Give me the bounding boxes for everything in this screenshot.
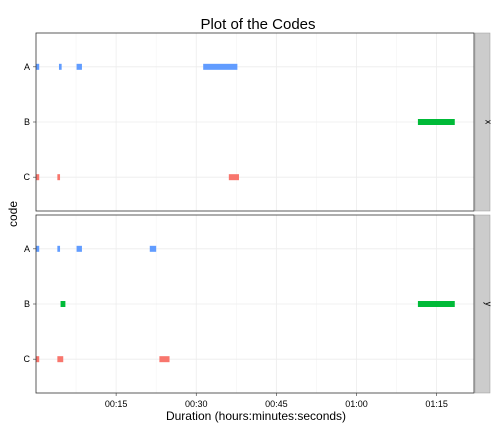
panel-strip xyxy=(474,214,491,394)
segment-bar-b xyxy=(60,301,66,307)
panel-strip-label: x xyxy=(484,120,494,125)
segment-bar-c xyxy=(159,356,170,363)
y-tick-label: A xyxy=(24,62,30,72)
x-axis-title: Duration (hours:minutes:seconds) xyxy=(166,409,346,423)
panel-strip-label: y xyxy=(484,302,494,307)
y-axis-title: code xyxy=(6,201,20,227)
x-tick-label: 01:00 xyxy=(345,399,368,409)
y-tick-label: C xyxy=(24,354,31,364)
panel-x: x A B C xyxy=(24,32,494,212)
y-tick-label: B xyxy=(24,299,30,309)
segment-bar-a xyxy=(149,245,157,252)
y-tick-label: B xyxy=(24,117,30,127)
x-tick-label: 00:15 xyxy=(105,399,128,409)
x-tick-label: 00:30 xyxy=(185,399,208,409)
segment-bar-a xyxy=(76,245,82,252)
x-tick-label: 01:15 xyxy=(425,399,448,409)
segment-bar-c xyxy=(228,174,239,181)
panel-strip xyxy=(474,32,491,212)
segment-bar-c xyxy=(57,174,61,181)
segment-bar-a xyxy=(76,63,82,70)
segment-bar-c xyxy=(57,356,64,363)
chart-panels: x A B Cy A B C 00:15 00:30 00:45 01:00 01:15 xyxy=(24,32,494,409)
segment-bar-c xyxy=(36,356,40,363)
panel-y: y A B C xyxy=(24,214,494,394)
y-tick-label: C xyxy=(24,172,31,182)
segment-bar-c xyxy=(36,174,40,181)
segment-bar-a xyxy=(57,245,61,252)
segment-bar-a xyxy=(58,63,62,70)
segment-bar-a xyxy=(203,63,238,70)
segment-bar-b xyxy=(417,119,455,125)
chart-title: Plot of the Codes xyxy=(200,16,315,33)
segment-bar-a xyxy=(36,245,40,252)
y-tick-label: A xyxy=(24,244,30,254)
segment-bar-b xyxy=(417,301,455,307)
x-tick-label: 00:45 xyxy=(265,399,288,409)
segment-bar-a xyxy=(36,63,40,70)
